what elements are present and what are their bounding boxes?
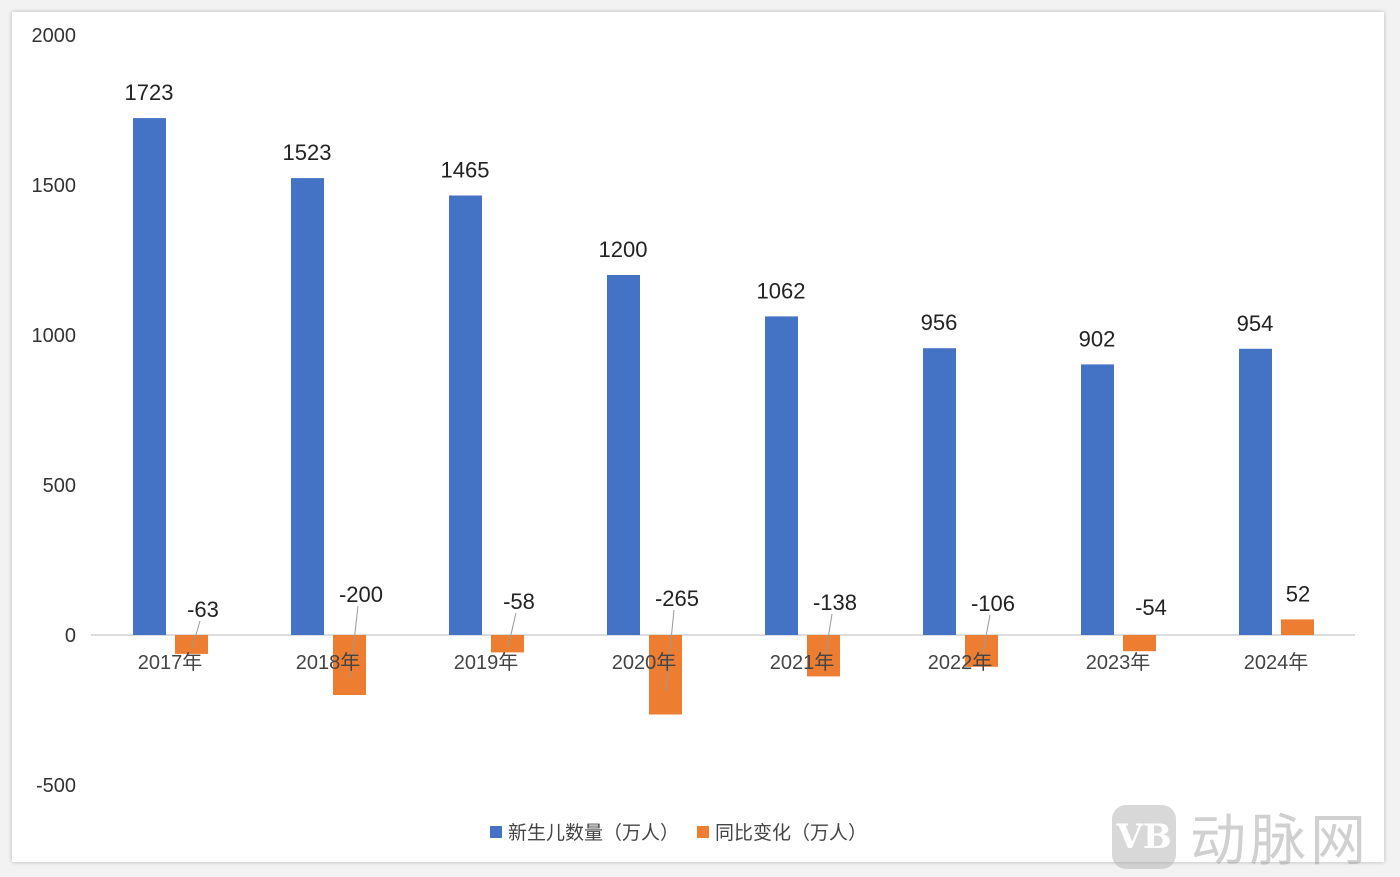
leader-line <box>665 609 675 691</box>
bar-births <box>607 275 640 635</box>
y-tick-label: -500 <box>36 775 76 797</box>
data-label-births: 1200 <box>599 237 648 262</box>
watermark-text: 动脉网 <box>1190 809 1370 874</box>
bar-births <box>291 178 324 635</box>
data-label-change: -138 <box>813 590 857 615</box>
bar-change <box>965 635 998 667</box>
data-label-births: 956 <box>921 310 958 335</box>
x-tick-label: 2019年 <box>454 651 519 674</box>
bar-births <box>449 195 482 635</box>
x-tick-label: 2022年 <box>928 651 993 674</box>
data-label-births: 1523 <box>283 140 332 165</box>
bar-change <box>649 635 682 715</box>
leader-line <box>823 613 833 665</box>
x-tick-label: 2021年 <box>770 651 835 674</box>
bar-change <box>491 635 524 653</box>
data-label-births: 1062 <box>757 278 806 303</box>
data-label-change: -54 <box>1135 595 1167 620</box>
leader-line <box>507 612 517 648</box>
y-tick-label: 0 <box>65 625 76 647</box>
legend-label: 同比变化（万人） <box>715 822 868 844</box>
legend: 新生儿数量（万人） 同比变化（万人） <box>490 818 885 845</box>
leader-line <box>981 614 991 658</box>
data-label-change: -106 <box>971 591 1015 616</box>
legend-swatch-orange <box>697 825 710 838</box>
bar-change <box>807 635 840 677</box>
bar-births <box>133 118 166 636</box>
watermark-logo: VB <box>1112 804 1176 869</box>
y-tick-label: 1500 <box>32 175 77 197</box>
data-label-births: 954 <box>1237 311 1274 336</box>
x-tick-label: 2018年 <box>296 651 361 674</box>
legend-item-births: 新生儿数量（万人） <box>490 818 679 845</box>
bar-births <box>765 316 798 635</box>
x-tick-label: 2017年 <box>138 651 203 674</box>
bar-births <box>1239 348 1272 635</box>
bar-change <box>333 635 366 695</box>
leader-line <box>349 605 359 678</box>
data-label-births: 902 <box>1079 326 1116 351</box>
bar-change <box>175 635 208 654</box>
watermark: VB 动脉网 <box>1112 796 1370 877</box>
y-tick-label: 2000 <box>32 25 77 47</box>
y-tick-label: 500 <box>43 475 76 497</box>
data-label-change: -63 <box>187 597 219 622</box>
data-label-births: 1723 <box>125 80 174 105</box>
data-label-change: -200 <box>339 582 383 607</box>
bar-births <box>923 348 956 635</box>
data-label-births: 1465 <box>441 158 490 183</box>
x-tick-label: 2023年 <box>1086 651 1151 674</box>
legend-item-change: 同比变化（万人） <box>697 818 867 845</box>
x-tick-label: 2020年 <box>612 651 677 674</box>
y-tick-label: 1000 <box>32 325 77 347</box>
data-label-change: -265 <box>655 586 699 611</box>
data-label-change: 52 <box>1286 581 1310 606</box>
data-label-change: -58 <box>503 589 535 614</box>
chart-card <box>12 12 1384 862</box>
leader-line <box>191 620 201 649</box>
bar-change <box>1281 619 1314 635</box>
bar-births <box>1081 364 1114 635</box>
x-tick-label: 2024年 <box>1244 651 1309 674</box>
legend-label: 新生儿数量（万人） <box>508 822 680 844</box>
legend-swatch-blue <box>490 825 502 838</box>
bar-change <box>1123 635 1156 652</box>
